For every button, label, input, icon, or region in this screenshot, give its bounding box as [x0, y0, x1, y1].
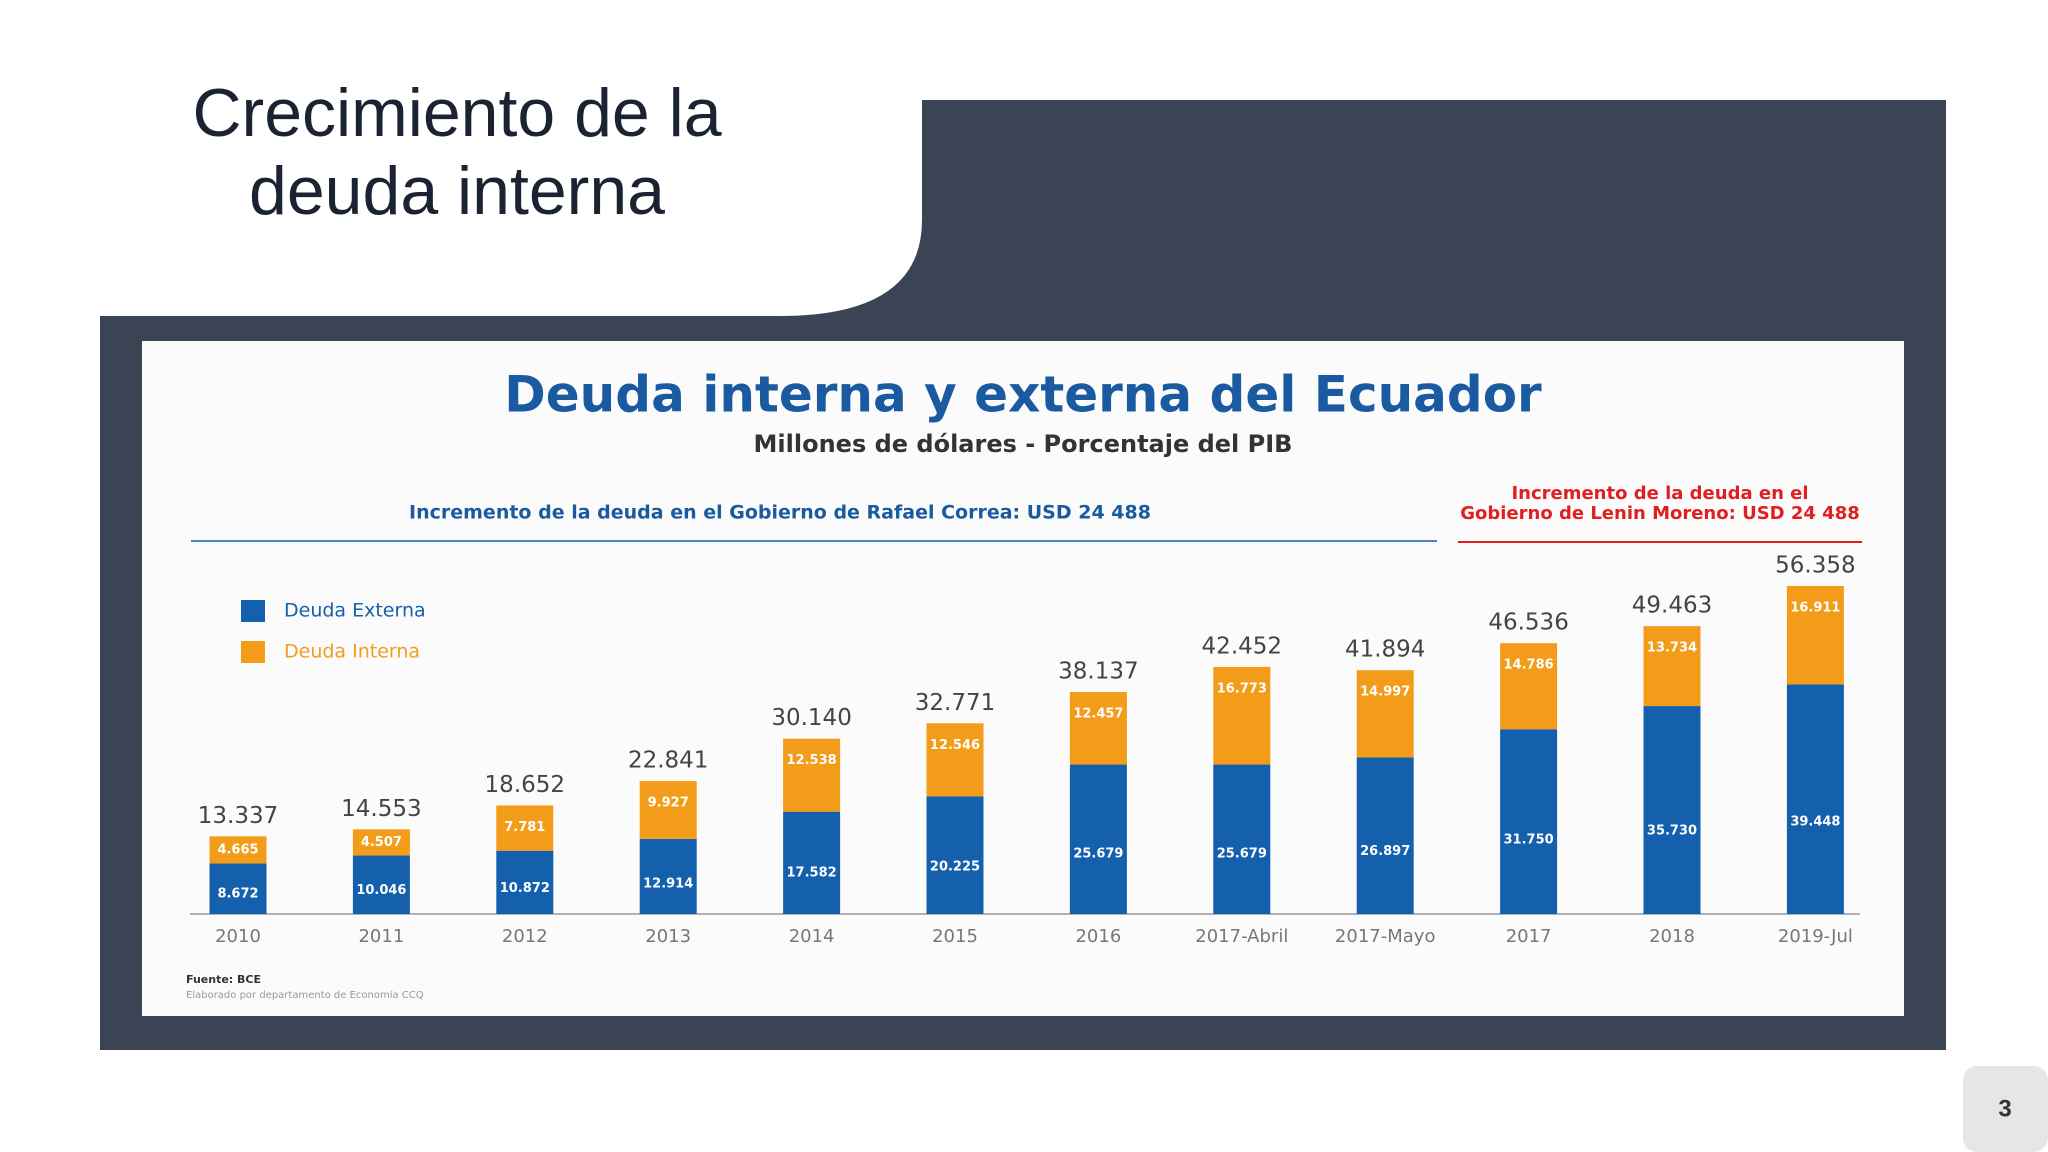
title-cutout: [0, 0, 922, 316]
bar-segment: [783, 738, 841, 812]
value-label: 25.679: [1073, 847, 1123, 862]
bar-segment: [1643, 706, 1701, 914]
chart-panel: [142, 341, 1904, 1016]
bar-segment: [1213, 666, 1271, 765]
value-label: 16.911: [1790, 600, 1840, 615]
total-label: 46.536: [1488, 610, 1568, 636]
chart-title: Deuda interna y externa del Ecuador: [504, 366, 1542, 424]
bar-segment: [1500, 729, 1558, 914]
value-label: 7.781: [504, 820, 545, 835]
x-tick-label: 2010: [215, 926, 261, 947]
value-label: 14.997: [1360, 685, 1410, 700]
bar-segment: [639, 838, 697, 914]
annotation: Incremento de la deuda en el Gobierno de…: [409, 502, 1151, 524]
value-label: 35.730: [1647, 823, 1697, 838]
bar-segment: [496, 805, 554, 851]
legend-swatch: [241, 600, 265, 622]
bar-segment: [1356, 757, 1414, 914]
page-number-box: [1963, 1066, 2048, 1152]
total-label: 56.358: [1775, 553, 1855, 579]
x-tick-label: 2016: [1075, 926, 1121, 947]
value-label: 12.546: [930, 738, 980, 753]
x-tick-label: 2019-Jul: [1778, 926, 1853, 947]
total-label: 30.140: [771, 705, 851, 731]
value-label: 12.914: [643, 876, 693, 891]
total-label: 38.137: [1058, 659, 1138, 685]
value-label: 9.927: [648, 796, 689, 811]
value-label: 4.507: [361, 835, 402, 850]
annotation: Incremento de la deuda en el: [1511, 483, 1808, 504]
credit: Elaborado por departamento de Economía C…: [186, 989, 424, 1001]
x-tick-label: 2017-Mayo: [1335, 926, 1436, 947]
value-label: 13.734: [1647, 641, 1697, 656]
bar-segment: [1356, 670, 1414, 758]
slide-title: Crecimiento de la: [192, 75, 721, 151]
value-label: 17.582: [787, 866, 837, 881]
bar-segment: [1213, 764, 1271, 914]
page-number: 3: [1998, 1095, 2011, 1122]
source: Fuente: BCE: [186, 973, 261, 986]
x-tick-label: 2014: [789, 926, 835, 947]
total-label: 49.463: [1632, 593, 1712, 619]
value-label: 4.665: [217, 842, 258, 857]
x-tick-label: 2013: [645, 926, 691, 947]
value-label: 16.773: [1217, 681, 1267, 696]
value-label: 31.750: [1504, 833, 1554, 848]
bar-segment: [1786, 684, 1844, 914]
legend-label: Deuda Externa: [284, 600, 426, 622]
total-label: 41.894: [1345, 637, 1425, 663]
total-label: 18.652: [485, 772, 565, 798]
total-label: 42.452: [1202, 633, 1282, 659]
bar-segment: [1643, 626, 1701, 707]
value-label: 26.897: [1360, 844, 1410, 859]
value-label: 10.872: [500, 881, 550, 896]
bar-segment: [639, 781, 697, 839]
total-label: 32.771: [915, 690, 995, 716]
x-tick-label: 2011: [358, 926, 404, 947]
bar-segment: [926, 723, 984, 797]
x-tick-label: 2012: [502, 926, 548, 947]
bar-segment: [209, 836, 267, 864]
legend-swatch: [241, 641, 265, 663]
value-label: 10.046: [356, 883, 406, 898]
bar-segment: [209, 863, 267, 914]
bar-segment: [1500, 643, 1558, 730]
bar-segment: [352, 855, 410, 914]
bar-segment: [352, 829, 410, 856]
value-label: 39.448: [1790, 815, 1840, 830]
bar-segment: [1069, 764, 1127, 914]
value-label: 14.786: [1504, 658, 1554, 673]
slide-title-line-2: deuda interna: [249, 153, 665, 229]
value-label: 20.225: [930, 859, 980, 874]
chart-subtitle: Millones de dólares - Porcentaje del PIB: [754, 430, 1293, 458]
value-label: 25.679: [1217, 847, 1267, 862]
bar-segment: [1069, 692, 1127, 765]
x-tick-label: 2017: [1506, 926, 1552, 947]
x-tick-label: 2015: [932, 926, 978, 947]
x-tick-label: 2017-Abril: [1195, 926, 1288, 947]
slide-title-line: Crecimiento de la: [192, 75, 721, 151]
legend-label: Deuda Interna: [284, 641, 420, 663]
bar-segment: [1786, 585, 1844, 685]
x-tick-label: 2018: [1649, 926, 1695, 947]
total-label: 22.841: [628, 748, 708, 774]
bar-segment: [783, 811, 841, 914]
value-label: 12.538: [787, 753, 837, 768]
bar-segment: [926, 796, 984, 914]
annotation: Gobierno de Lenin Moreno: USD 24 488: [1460, 503, 1860, 524]
value-label: 8.672: [217, 886, 258, 901]
total-label: 14.553: [341, 796, 421, 822]
bar-segment: [496, 850, 554, 914]
value-label: 12.457: [1073, 707, 1123, 722]
total-label: 13.337: [198, 803, 278, 829]
